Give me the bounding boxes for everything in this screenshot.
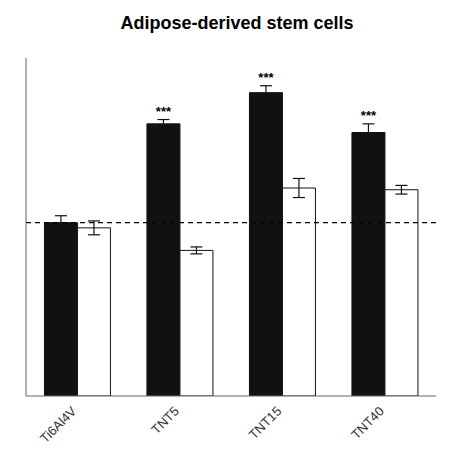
svg-text:TNT15: TNT15: [246, 404, 285, 443]
svg-text:***: ***: [156, 104, 172, 119]
svg-text:TNT40: TNT40: [348, 404, 387, 443]
svg-text:TNT5: TNT5: [148, 404, 182, 438]
svg-text:***: ***: [361, 108, 377, 123]
html-text:Adipose-derived stem cells: Adipose-derived stem cells: [120, 13, 354, 33]
svg-text:Ti6Al4V: Ti6Al4V: [37, 403, 80, 446]
svg-text:***: ***: [258, 70, 274, 85]
